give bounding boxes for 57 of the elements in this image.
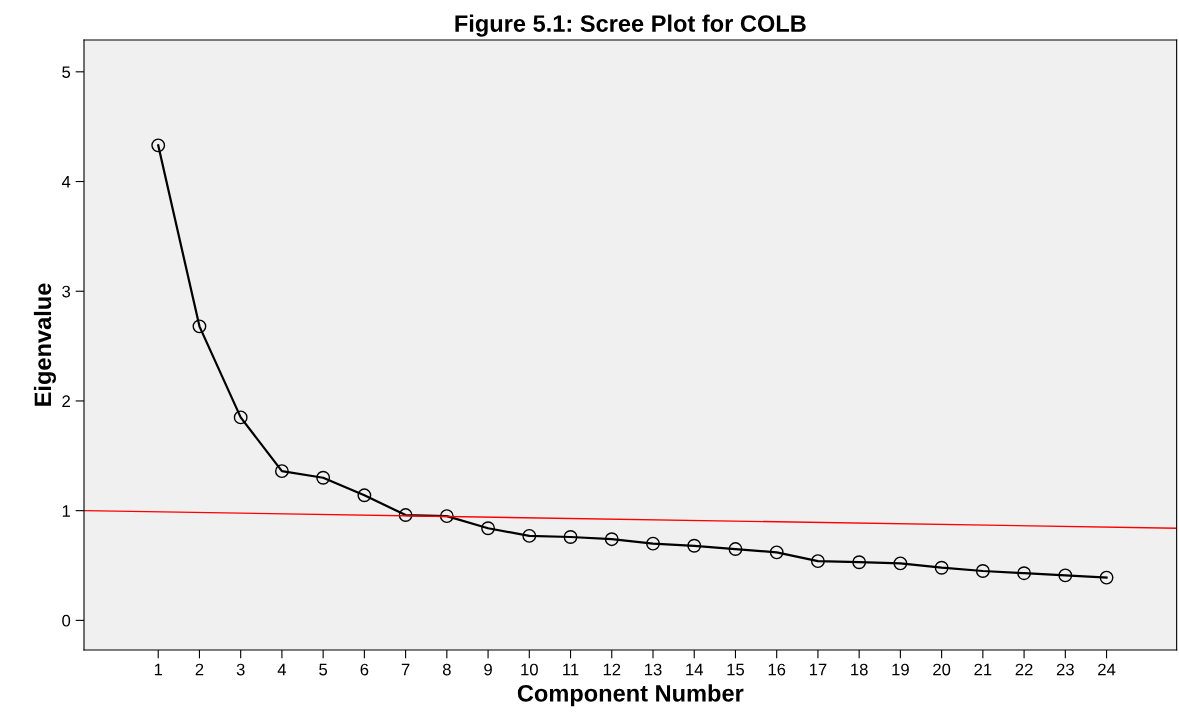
point (728, 542, 743, 557)
point (439, 509, 454, 524)
point (151, 138, 166, 153)
x-tick-label: 7 (401, 663, 410, 676)
point (522, 528, 537, 543)
x-tick-label: 6 (360, 663, 369, 676)
x-tick-label: 2 (195, 663, 204, 676)
y-tick-label: 3 (62, 285, 71, 298)
y-tick-label: 0 (62, 614, 71, 627)
chart-title: Figure 5.1: Scree Plot for COLB (455, 14, 806, 37)
x-tick-label: 23 (1056, 663, 1074, 676)
point (769, 545, 784, 560)
point (1099, 570, 1114, 585)
y-tick-label: 2 (62, 395, 70, 407)
x-tick-label: 19 (892, 663, 909, 676)
point (604, 532, 619, 547)
point (1058, 568, 1073, 583)
point (563, 530, 578, 544)
x-tick-label: 15 (727, 663, 745, 676)
x-tick-label: 9 (484, 663, 492, 676)
x-tick-label: 20 (933, 663, 951, 676)
point (398, 508, 413, 522)
point (481, 521, 496, 536)
y-tick-label: 1 (62, 505, 70, 517)
y-tick-label: 5 (62, 66, 71, 79)
x-tick-label: 14 (686, 663, 704, 676)
x-tick-label: 16 (768, 663, 786, 676)
point (357, 488, 372, 503)
point (687, 538, 702, 553)
x-tick-label: 10 (521, 663, 538, 676)
point (852, 555, 867, 570)
x-tick-label: 8 (442, 663, 451, 676)
x-tick-label: 3 (236, 663, 245, 676)
y-tick-label: 4 (61, 176, 71, 188)
x-tick-label: 1 (154, 663, 163, 676)
point (316, 470, 331, 485)
point (1017, 566, 1032, 581)
point (233, 410, 248, 425)
x-tick-label: 13 (645, 663, 662, 676)
point (810, 554, 825, 569)
x-tick-label: 5 (319, 663, 328, 676)
point (893, 556, 908, 571)
point (934, 560, 949, 575)
x-tick-label: 18 (851, 663, 868, 676)
y-axis-title: Eigenvalue (33, 283, 56, 406)
x-tick-label: 12 (603, 663, 621, 676)
x-tick-label: 24 (1098, 663, 1116, 676)
x-tick-label: 11 (563, 663, 579, 676)
point (274, 464, 289, 479)
point (646, 536, 660, 551)
x-tick-label: 21 (974, 663, 992, 676)
x-tick-label: 22 (1015, 663, 1033, 676)
x-axis-title: Component Number (517, 684, 744, 707)
x-tick-label: 4 (277, 663, 287, 676)
point (192, 319, 207, 334)
x-tick-label: 17 (809, 663, 827, 676)
point (975, 564, 990, 578)
